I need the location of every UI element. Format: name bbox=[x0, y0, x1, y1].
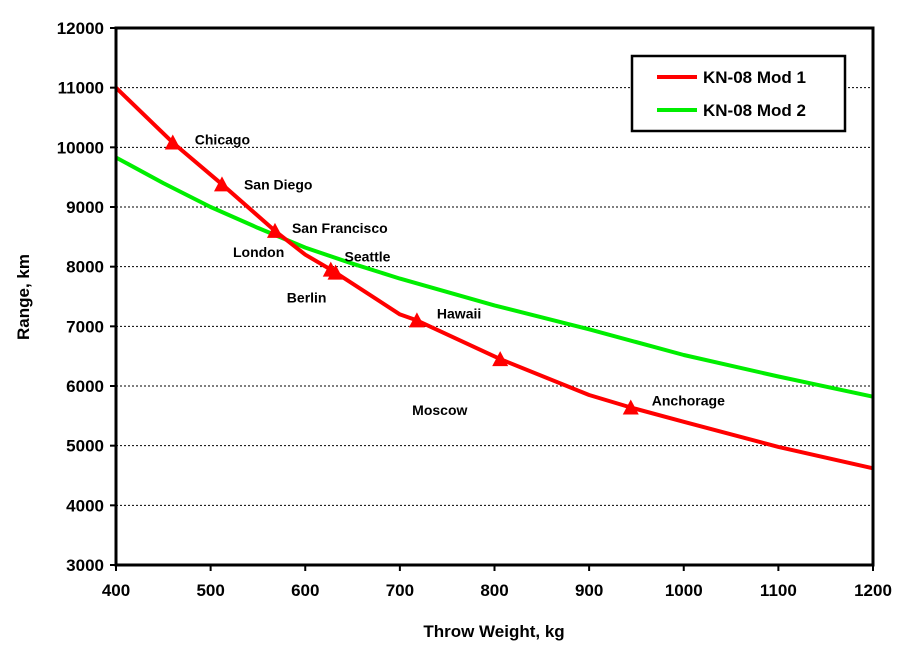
x-tick-label: 400 bbox=[102, 581, 130, 600]
marker-label-anchorage: Anchorage bbox=[652, 392, 725, 408]
marker-label-seattle: Seattle bbox=[345, 249, 391, 265]
marker-triangle bbox=[266, 222, 283, 238]
y-tick-label: 9000 bbox=[66, 198, 104, 217]
legend: KN-08 Mod 1 KN-08 Mod 2 bbox=[630, 54, 847, 133]
marker-triangle bbox=[622, 399, 639, 415]
y-tick-label: 6000 bbox=[66, 377, 104, 396]
marker-triangle bbox=[408, 312, 425, 328]
x-tick-label: 800 bbox=[480, 581, 508, 600]
y-tick-label: 7000 bbox=[66, 317, 104, 336]
markers-layer bbox=[164, 134, 639, 415]
marker-label-moscow: Moscow bbox=[412, 402, 467, 418]
series-line-kn-08-mod-1 bbox=[114, 86, 874, 471]
legend-box bbox=[630, 54, 847, 133]
y-tick-label: 3000 bbox=[66, 556, 104, 575]
marker-label-london: London bbox=[233, 244, 284, 260]
x-tick-label: 1200 bbox=[854, 581, 892, 600]
legend-label-mod-1: KN-08 Mod 1 bbox=[703, 68, 806, 87]
marker-label-berlin: Berlin bbox=[287, 290, 327, 306]
y-axis-title: Range, km bbox=[14, 254, 33, 340]
marker-triangle bbox=[164, 134, 181, 150]
y-tick-label: 12000 bbox=[57, 19, 104, 38]
marker-triangle bbox=[322, 261, 339, 277]
marker-triangle bbox=[213, 176, 230, 192]
marker-label-chicago: Chicago bbox=[195, 132, 250, 148]
marker-label-hawaii: Hawaii bbox=[437, 305, 481, 321]
marker-label-san-francisco: San Francisco bbox=[292, 220, 388, 236]
x-axis-title: Throw Weight, kg bbox=[423, 622, 564, 641]
marker-labels: Chicago San Diego San Francisco London Seatt… bbox=[195, 132, 725, 419]
y-axis-ticks: 3000 4000 5000 6000 7000 8000 9000 10000 11000 12… bbox=[57, 19, 116, 575]
x-tick-label: 1000 bbox=[665, 581, 703, 600]
series-line-kn-08-mod-2 bbox=[115, 155, 874, 399]
x-axis-ticks: 400 500 600 700 800 900 1000 1100 1200 bbox=[102, 565, 892, 600]
y-tick-label: 5000 bbox=[66, 437, 104, 456]
legend-label-mod-2: KN-08 Mod 2 bbox=[703, 101, 806, 120]
series-layer bbox=[114, 86, 874, 471]
y-tick-label: 11000 bbox=[58, 79, 104, 98]
y-tick-label: 8000 bbox=[66, 258, 104, 277]
x-tick-label: 600 bbox=[291, 581, 319, 600]
y-tick-label: 4000 bbox=[66, 496, 104, 515]
x-tick-label: 500 bbox=[196, 581, 224, 600]
y-tick-label: 10000 bbox=[57, 138, 104, 157]
x-tick-label: 900 bbox=[575, 581, 603, 600]
marker-label-san-diego: San Diego bbox=[244, 176, 312, 192]
x-tick-label: 700 bbox=[386, 581, 414, 600]
x-tick-label: 1100 bbox=[760, 581, 797, 600]
marker-triangle bbox=[492, 351, 509, 367]
